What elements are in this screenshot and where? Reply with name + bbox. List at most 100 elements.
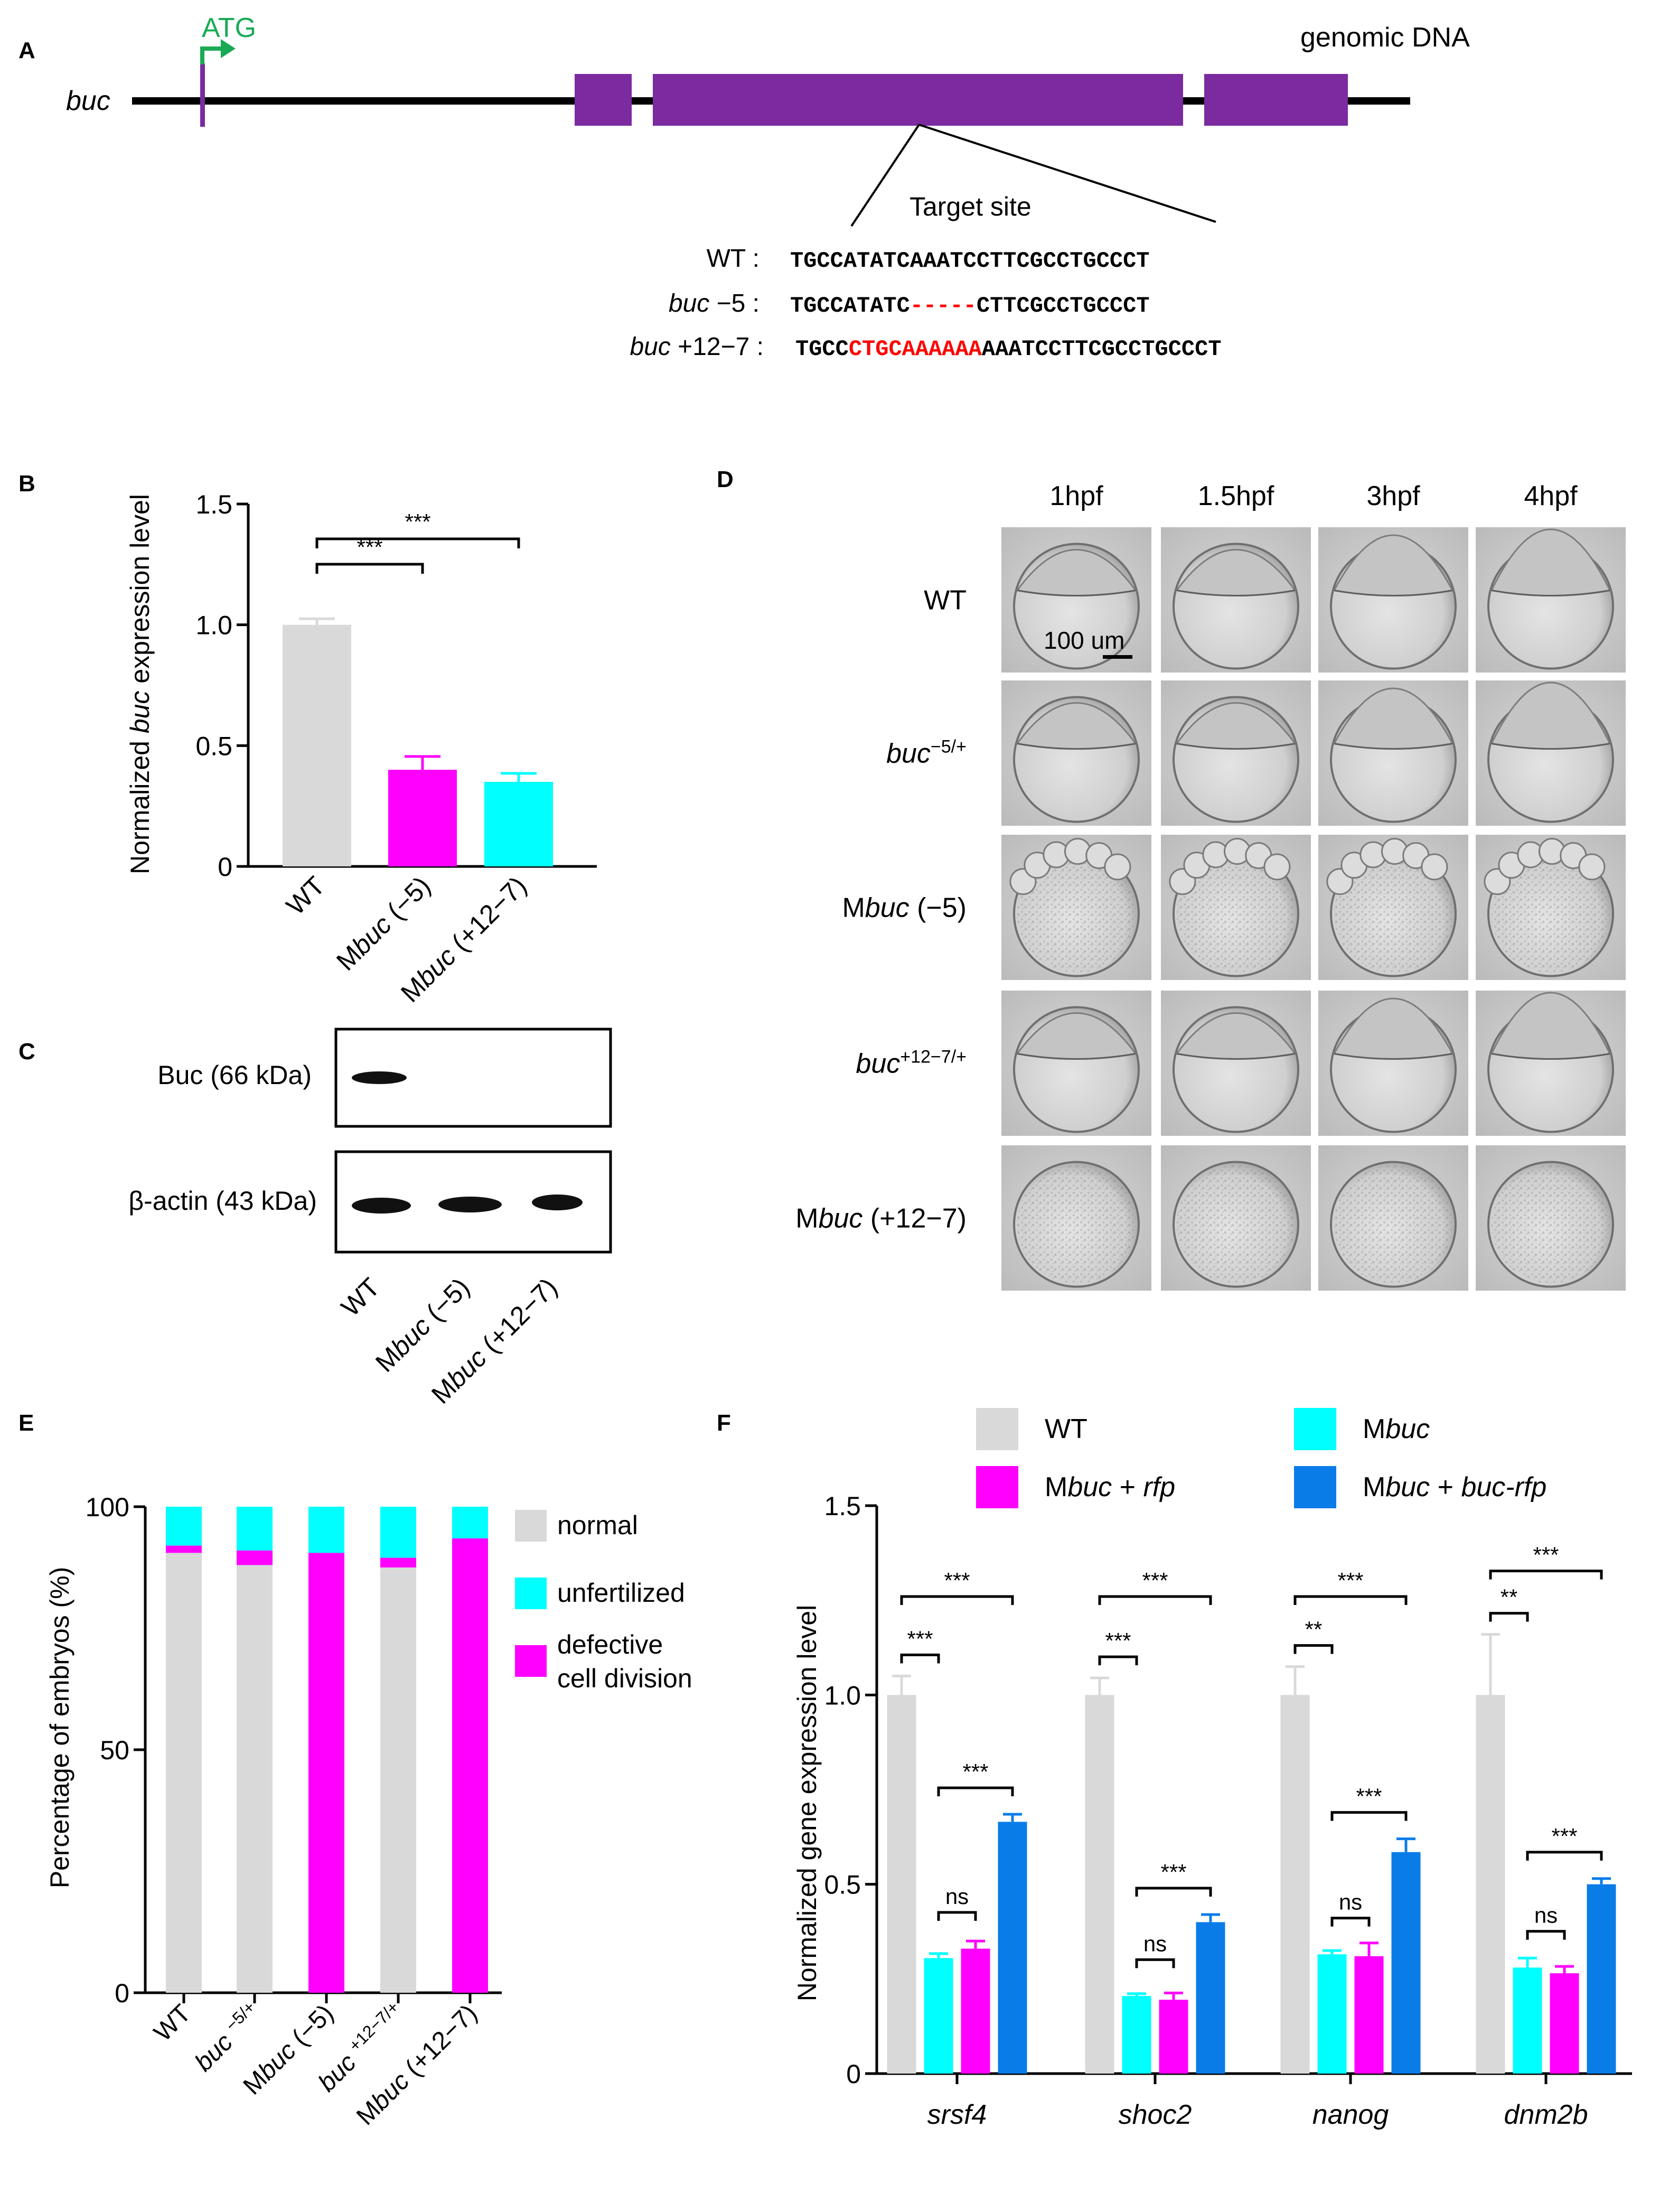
f-significance-bracket	[1135, 1887, 1212, 1897]
panel-a: A buc ATG genomic DNA Target site WT : T…	[18, 13, 1470, 362]
d-embryo-boundary	[1491, 743, 1610, 750]
e-bar-segment	[452, 1507, 488, 1538]
d-embryo-bleb	[1263, 853, 1291, 881]
b-category-label: Mbuc (−5)	[331, 871, 436, 976]
f-significance-bracket	[1098, 1655, 1138, 1666]
d-embryo-boundary	[1176, 743, 1296, 750]
f-legend-swatch	[1294, 1408, 1336, 1450]
e-bar-segment	[166, 1553, 202, 1993]
e-bar-segment	[237, 1507, 273, 1551]
d-embryo-image	[1476, 527, 1626, 673]
f-significance-label: ns	[1534, 1903, 1558, 1928]
f-category-label: srsf4	[927, 2099, 987, 2130]
e-category-label: WT	[149, 1999, 196, 2047]
b-ytick-label: 0	[218, 852, 232, 882]
f-significance-bracket	[1489, 1570, 1603, 1580]
f-legend-swatch	[976, 1466, 1018, 1508]
panel-label-c: C	[18, 1039, 35, 1065]
f-significance-bracket	[900, 1595, 1014, 1605]
d-embryo-texture	[1492, 1165, 1610, 1284]
panel-label-d: D	[717, 466, 734, 492]
f-category-label: shoc2	[1119, 2099, 1192, 2130]
f-significance-bracket	[1526, 1930, 1566, 1940]
panel-c: C Buc (66 kDa) β-actin (43 kDa) WT Mbuc …	[18, 1028, 612, 1410]
panel-e: E Percentage of embryos (%) 050100WTbuc …	[18, 1410, 692, 2131]
band-actin-m5	[438, 1197, 502, 1212]
panel-b: B Normalized buc expression level 0 0.5 1.…	[18, 471, 597, 1008]
b-bar-0	[283, 624, 351, 866]
e-legend-swatch	[515, 1645, 547, 1677]
d-embryo-image	[1001, 1145, 1151, 1291]
d-column-header: 1.5hpf	[1198, 481, 1274, 511]
d-embryo-boundary	[1017, 590, 1136, 596]
d-row-label: Mbuc (+12−7)	[795, 1203, 967, 1234]
d-row-label: buc−5/+	[886, 737, 967, 769]
d-embryo-boundary	[1017, 743, 1136, 750]
f-bar	[998, 1822, 1027, 2074]
f-bar	[1196, 1922, 1225, 2074]
d-embryo-image	[1476, 835, 1626, 980]
f-legend-swatch	[1294, 1466, 1336, 1508]
target-pointer-left	[850, 124, 920, 227]
f-legend-label: Mbuc + rfp	[1045, 1472, 1175, 1502]
d-embryo-image	[1161, 680, 1311, 826]
seq-label-ins: buc +12−7 :	[630, 333, 764, 361]
d-embryo-bleb	[1104, 853, 1131, 881]
f-significance-bracket	[1330, 1917, 1371, 1927]
f-bar	[1391, 1852, 1421, 2074]
d-scale-bar	[1103, 655, 1132, 659]
d-row-label: Mbuc (−5)	[842, 893, 967, 923]
f-significance-label: ***	[1356, 1784, 1382, 1809]
f-significance-bracket	[1293, 1644, 1334, 1654]
d-embryo-boundary	[1491, 1053, 1610, 1060]
genomic-dna-label: genomic DNA	[1300, 22, 1470, 53]
f-significance-label: ***	[907, 1627, 933, 1651]
e-bar-segment	[452, 1538, 488, 1993]
f-bar	[1280, 1695, 1310, 2074]
e-bar-segment	[237, 1565, 273, 1993]
d-embryo-image	[1318, 1145, 1468, 1291]
d-column-header: 4hpf	[1524, 481, 1578, 511]
panel-d: D 1hpf 1.5hpf 3hpf 4hpf WT buc−5/+ Mbuc (−5) bu…	[717, 466, 1626, 1291]
target-pointer-right	[918, 124, 1216, 223]
f-significance-bracket	[1293, 1595, 1408, 1605]
f-significance-label: ***	[1142, 1568, 1168, 1593]
f-bar	[1587, 1884, 1616, 2074]
f-significance-label: ***	[962, 1759, 988, 1784]
d-embryo-image	[1161, 991, 1311, 1136]
f-ytick-label: 0	[846, 2059, 861, 2089]
d-embryo-image	[1318, 835, 1468, 980]
b-category-label: WT	[280, 871, 331, 921]
b-bar-1	[388, 770, 457, 866]
e-ytick-label: 0	[115, 1978, 129, 2008]
d-embryo-boundary	[1017, 1053, 1136, 1060]
d-embryo-image	[1318, 991, 1468, 1136]
atg-label: ATG	[202, 13, 256, 43]
seq-wt: TGCCATATCAAATCCTTCGCCTGCCCT	[790, 248, 1150, 274]
gene-label-buc: buc	[66, 86, 110, 116]
atg-arrowhead-icon	[221, 39, 236, 58]
band-actin-m127	[532, 1194, 583, 1210]
f-significance-bracket	[1526, 1851, 1603, 1861]
d-embryo-image	[1318, 527, 1468, 673]
f-ytick-label: 0.5	[824, 1870, 861, 1900]
d-embryo-boundary	[1491, 590, 1610, 596]
panel-label-b: B	[18, 471, 35, 497]
b-bar-2	[484, 781, 553, 866]
f-significance-bracket	[937, 1786, 1014, 1797]
seq-del5: TGCCATATC-----CTTCGCCTGCCCT	[790, 293, 1150, 319]
e-bar-segment	[380, 1567, 416, 1993]
d-embryo-boundary	[1334, 743, 1453, 750]
f-legend-swatch	[976, 1408, 1018, 1450]
d-embryo-image	[1001, 835, 1151, 980]
f-significance-label: ***	[1105, 1628, 1131, 1653]
atg-tick	[200, 63, 205, 127]
f-significance-label: ns	[1143, 1931, 1167, 1956]
d-column-header: 1hpf	[1049, 481, 1103, 511]
f-legend-label: Mbuc + buc-rfp	[1363, 1472, 1546, 1502]
f-significance-label: ***	[1337, 1568, 1363, 1593]
seq-ins: TGCCCTGCAAAAAAAAATCCTTCGCCTGCCCT	[795, 337, 1222, 362]
b-significance-bracket	[315, 537, 520, 548]
d-embryo-image	[1476, 680, 1626, 826]
